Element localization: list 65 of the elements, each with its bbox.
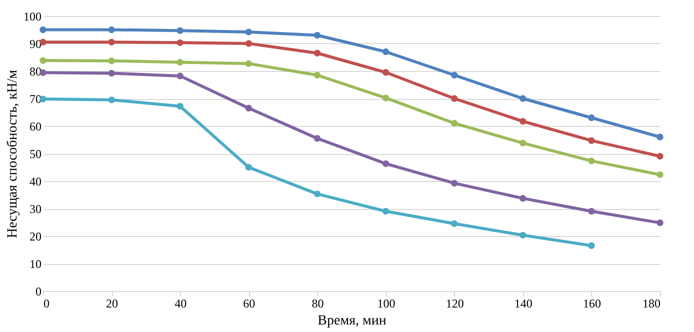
point	[40, 26, 46, 34]
point	[450, 120, 458, 127]
point	[520, 95, 526, 102]
point	[176, 102, 184, 110]
point	[450, 220, 458, 227]
y-tick-label: 100	[24, 10, 42, 24]
point	[176, 58, 184, 66]
point	[382, 208, 390, 215]
point	[176, 27, 184, 34]
point	[588, 208, 595, 215]
y-tick-label: 10	[30, 257, 42, 271]
point	[656, 171, 664, 178]
point	[588, 137, 595, 144]
point	[108, 38, 115, 46]
point	[450, 180, 458, 187]
x-tick-label: 40	[174, 296, 187, 310]
point	[314, 135, 321, 142]
y-tick-label: 60	[30, 120, 42, 134]
point	[108, 96, 115, 104]
point	[382, 48, 390, 56]
point	[176, 39, 184, 46]
point	[520, 232, 526, 239]
point	[450, 95, 458, 102]
x-tick-label: 100	[377, 296, 396, 310]
point	[588, 114, 595, 122]
point	[656, 219, 664, 226]
point	[382, 94, 390, 102]
y-axis-title: Несущая способность, кН/м	[6, 70, 20, 238]
x-tick-label: 60	[243, 296, 256, 310]
point	[382, 69, 390, 76]
point	[588, 242, 595, 249]
y-tick-label: 30	[30, 202, 42, 216]
point	[176, 72, 184, 80]
point	[520, 140, 526, 146]
y-tick-label: 0	[36, 284, 42, 298]
x-axis-title: Время, мин	[318, 314, 387, 328]
point	[40, 57, 46, 64]
point	[245, 40, 252, 47]
point	[520, 118, 526, 125]
point	[656, 134, 664, 140]
y-tick-label: 40	[30, 174, 42, 188]
point	[314, 72, 321, 78]
point	[314, 50, 321, 56]
point	[314, 32, 321, 39]
x-tick-label: 160	[582, 296, 601, 310]
point	[108, 70, 115, 77]
point	[245, 28, 252, 36]
x-tick-label: 80	[312, 296, 324, 310]
point	[245, 164, 252, 171]
point	[656, 152, 664, 160]
point	[245, 104, 252, 112]
point	[520, 194, 526, 202]
x-tick-label: 140	[514, 296, 532, 310]
x-tick-label: 180	[642, 296, 660, 310]
x-tick-label: 20	[106, 296, 118, 310]
point	[314, 190, 321, 198]
point	[108, 57, 115, 64]
point	[108, 26, 115, 34]
x-tick-label: 120	[446, 296, 464, 310]
point	[382, 160, 390, 168]
point	[450, 72, 458, 78]
y-tick-label: 50	[30, 147, 42, 161]
y-tick-label: 20	[30, 230, 42, 244]
point	[245, 60, 252, 67]
point	[588, 158, 595, 164]
